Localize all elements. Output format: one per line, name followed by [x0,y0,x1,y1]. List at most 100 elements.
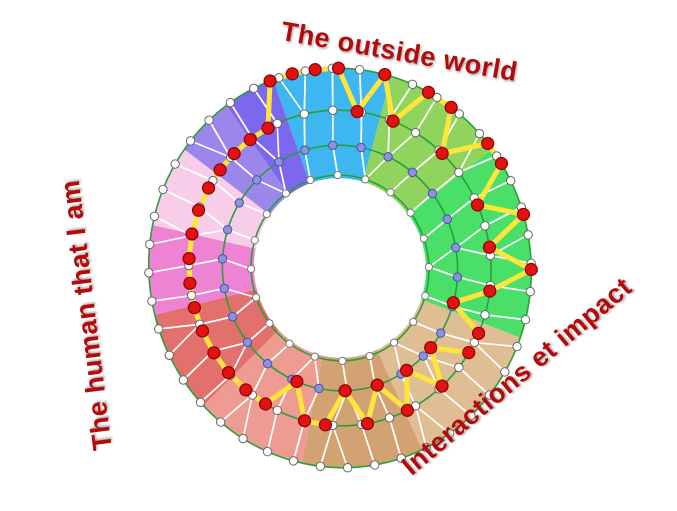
red-node [263,74,277,88]
ring-node [410,127,421,138]
ring-node [354,64,365,75]
red-node [185,227,199,241]
spoke-line [304,149,312,181]
ring-node [338,356,347,366]
ring-node [195,397,206,408]
ring-node [274,157,284,167]
ring-node [144,268,154,278]
spoke-line [242,394,254,440]
red-node [471,326,486,340]
red-node [370,378,384,392]
spoke-line [151,294,193,302]
ring-node [315,461,326,472]
ring-node [427,188,438,199]
red-node [227,147,241,161]
spoke-line [360,423,376,466]
spoke-line [332,424,349,469]
ring-node [145,239,155,250]
ring-node [204,115,214,125]
red-node [221,366,236,380]
red-node [243,133,257,147]
ring-node [424,262,433,272]
ring-node [252,293,261,302]
spoke-line [457,366,491,396]
spoke-line [473,341,518,348]
spoke-line [438,388,472,417]
ring-node [250,236,259,245]
spoke-line [182,350,214,381]
spoke-line [446,197,476,221]
spoke-line [411,149,440,174]
ring-node [407,167,418,178]
red-node [386,114,400,128]
red-node [239,383,253,397]
spoke-line [278,161,287,195]
spoke-line [251,137,280,163]
spoke-line [246,322,271,344]
ring-node [225,97,236,108]
ring-node [333,170,342,180]
spoke-line [226,228,256,241]
ring-line [250,174,430,362]
spoke-line [360,146,367,181]
ring-node [396,453,406,463]
red-node [258,397,273,411]
wheel-group [144,61,538,473]
ring-node [314,383,324,394]
ring-node [215,417,226,427]
spoke-line [387,131,417,158]
spoke-line [414,405,451,435]
ring-node [234,198,244,208]
ring-node [418,351,428,361]
spoke-line [189,140,232,159]
ring-node [525,286,535,297]
spoke-line [266,409,279,453]
spoke-line [148,264,190,274]
spoke-line [409,192,434,214]
red-node [470,198,485,212]
ring-node [228,312,238,322]
spoke-line [331,67,334,112]
ring-node [147,296,157,306]
spoke-line [148,234,193,246]
red-node [182,251,196,266]
spoke-line [251,362,269,396]
ring-node [384,413,395,423]
ring-node [178,375,189,385]
sector-pink [148,224,340,315]
spoke-line [162,188,201,208]
spoke-line [331,109,334,147]
spoke-line [414,96,438,134]
ring-node [328,140,338,150]
ring-node [272,405,282,416]
ring-node [406,208,415,217]
ring-node [306,175,315,185]
ring-node [262,446,273,457]
spoke-line [221,258,252,270]
ring-node [154,324,164,334]
ring-node [164,350,174,360]
red-node [331,61,346,75]
ring-node [370,460,380,470]
spoke-line [393,341,402,375]
ring-node [238,433,248,444]
ring-node [442,214,452,224]
spoke-line [313,355,320,390]
spoke-line [439,332,476,344]
spoke-line [231,296,257,318]
ring-node [506,176,516,186]
spoke-line [199,374,232,404]
ring-node [432,92,442,103]
spoke-line [229,101,254,139]
spoke-line [174,163,214,182]
spoke-line [414,405,428,449]
red-node [183,276,197,290]
ring-node [262,210,271,219]
spoke-line [473,179,512,199]
red-node [191,203,206,217]
ring-node [252,175,262,185]
ring-node [342,463,353,473]
red-node [308,62,322,77]
spoke-line [188,258,224,267]
